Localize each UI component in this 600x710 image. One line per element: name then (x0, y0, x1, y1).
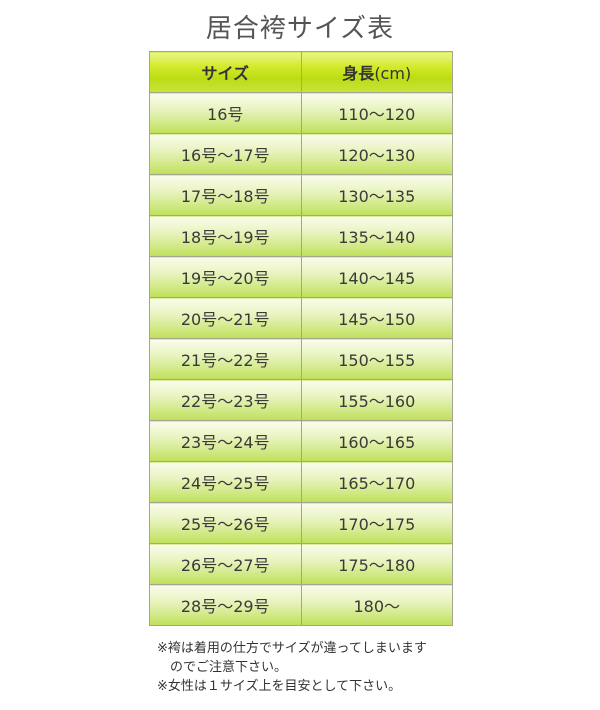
table-row: 21号～22号 150～155 (149, 338, 453, 380)
table-row: 25号～26号 170～175 (149, 502, 453, 544)
table-row: 26号～27号 175～180 (149, 543, 453, 585)
notes: ※袴は着用の仕方でサイズが違ってしまいます のでご注意下さい。 ※女性は１サイズ… (157, 639, 427, 696)
cell-height: 145～150 (300, 297, 453, 339)
note-1: ※袴は着用の仕方でサイズが違ってしまいます (157, 641, 427, 656)
cell-size: 21号～22号 (149, 338, 302, 380)
cell-size: 20号～21号 (149, 297, 302, 339)
header-height: 身長(cm) (300, 51, 453, 93)
cell-height: 160～165 (300, 420, 453, 462)
table-row: 23号～24号 160～165 (149, 420, 453, 462)
table-row: 20号～21号 145～150 (149, 297, 453, 339)
cell-height: 170～175 (300, 502, 453, 544)
cell-height: 140～145 (300, 256, 453, 298)
header-height-label: 身長 (342, 64, 375, 83)
cell-size: 23号～24号 (149, 420, 302, 462)
cell-size: 16号～17号 (149, 133, 302, 175)
size-table: サイズ 身長(cm) 16号 110～120 16号～17号 120～130 17号～1… (149, 51, 453, 626)
cell-size: 22号～23号 (149, 379, 302, 421)
cell-size: 24号～25号 (149, 461, 302, 503)
cell-height: 135～140 (300, 215, 453, 257)
header-size: サイズ (149, 51, 302, 93)
note-1-continued: のでご注意下さい。 (170, 660, 288, 675)
cell-size: 16号 (149, 92, 302, 134)
cell-size: 25号～26号 (149, 502, 302, 544)
cell-height: 120～130 (300, 133, 453, 175)
table-header-row: サイズ 身長(cm) (149, 51, 453, 93)
cell-size: 26号～27号 (149, 543, 302, 585)
table-row: 16号 110～120 (149, 92, 453, 134)
page-title: 居合袴サイズ表 (205, 14, 395, 44)
cell-size: 17号～18号 (149, 174, 302, 216)
cell-size: 18号～19号 (149, 215, 302, 257)
cell-height: 110～120 (300, 92, 453, 134)
cell-height: 175～180 (300, 543, 453, 585)
table-row: 17号～18号 130～135 (149, 174, 453, 216)
cell-height: 180～ (300, 584, 453, 626)
table-row: 18号～19号 135～140 (149, 215, 453, 257)
table-row: 28号～29号 180～ (149, 584, 453, 626)
table-row: 19号～20号 140～145 (149, 256, 453, 298)
cell-size: 28号～29号 (149, 584, 302, 626)
cell-height: 155～160 (300, 379, 453, 421)
cell-height: 165～170 (300, 461, 453, 503)
note-2: ※女性は１サイズ上を目安として下さい。 (157, 679, 402, 694)
table-row: 24号～25号 165～170 (149, 461, 453, 503)
cell-size: 19号～20号 (149, 256, 302, 298)
header-height-unit: (cm) (374, 64, 412, 83)
table-row: 22号～23号 155～160 (149, 379, 453, 421)
table-row: 16号～17号 120～130 (149, 133, 453, 175)
cell-height: 130～135 (300, 174, 453, 216)
cell-height: 150～155 (300, 338, 453, 380)
